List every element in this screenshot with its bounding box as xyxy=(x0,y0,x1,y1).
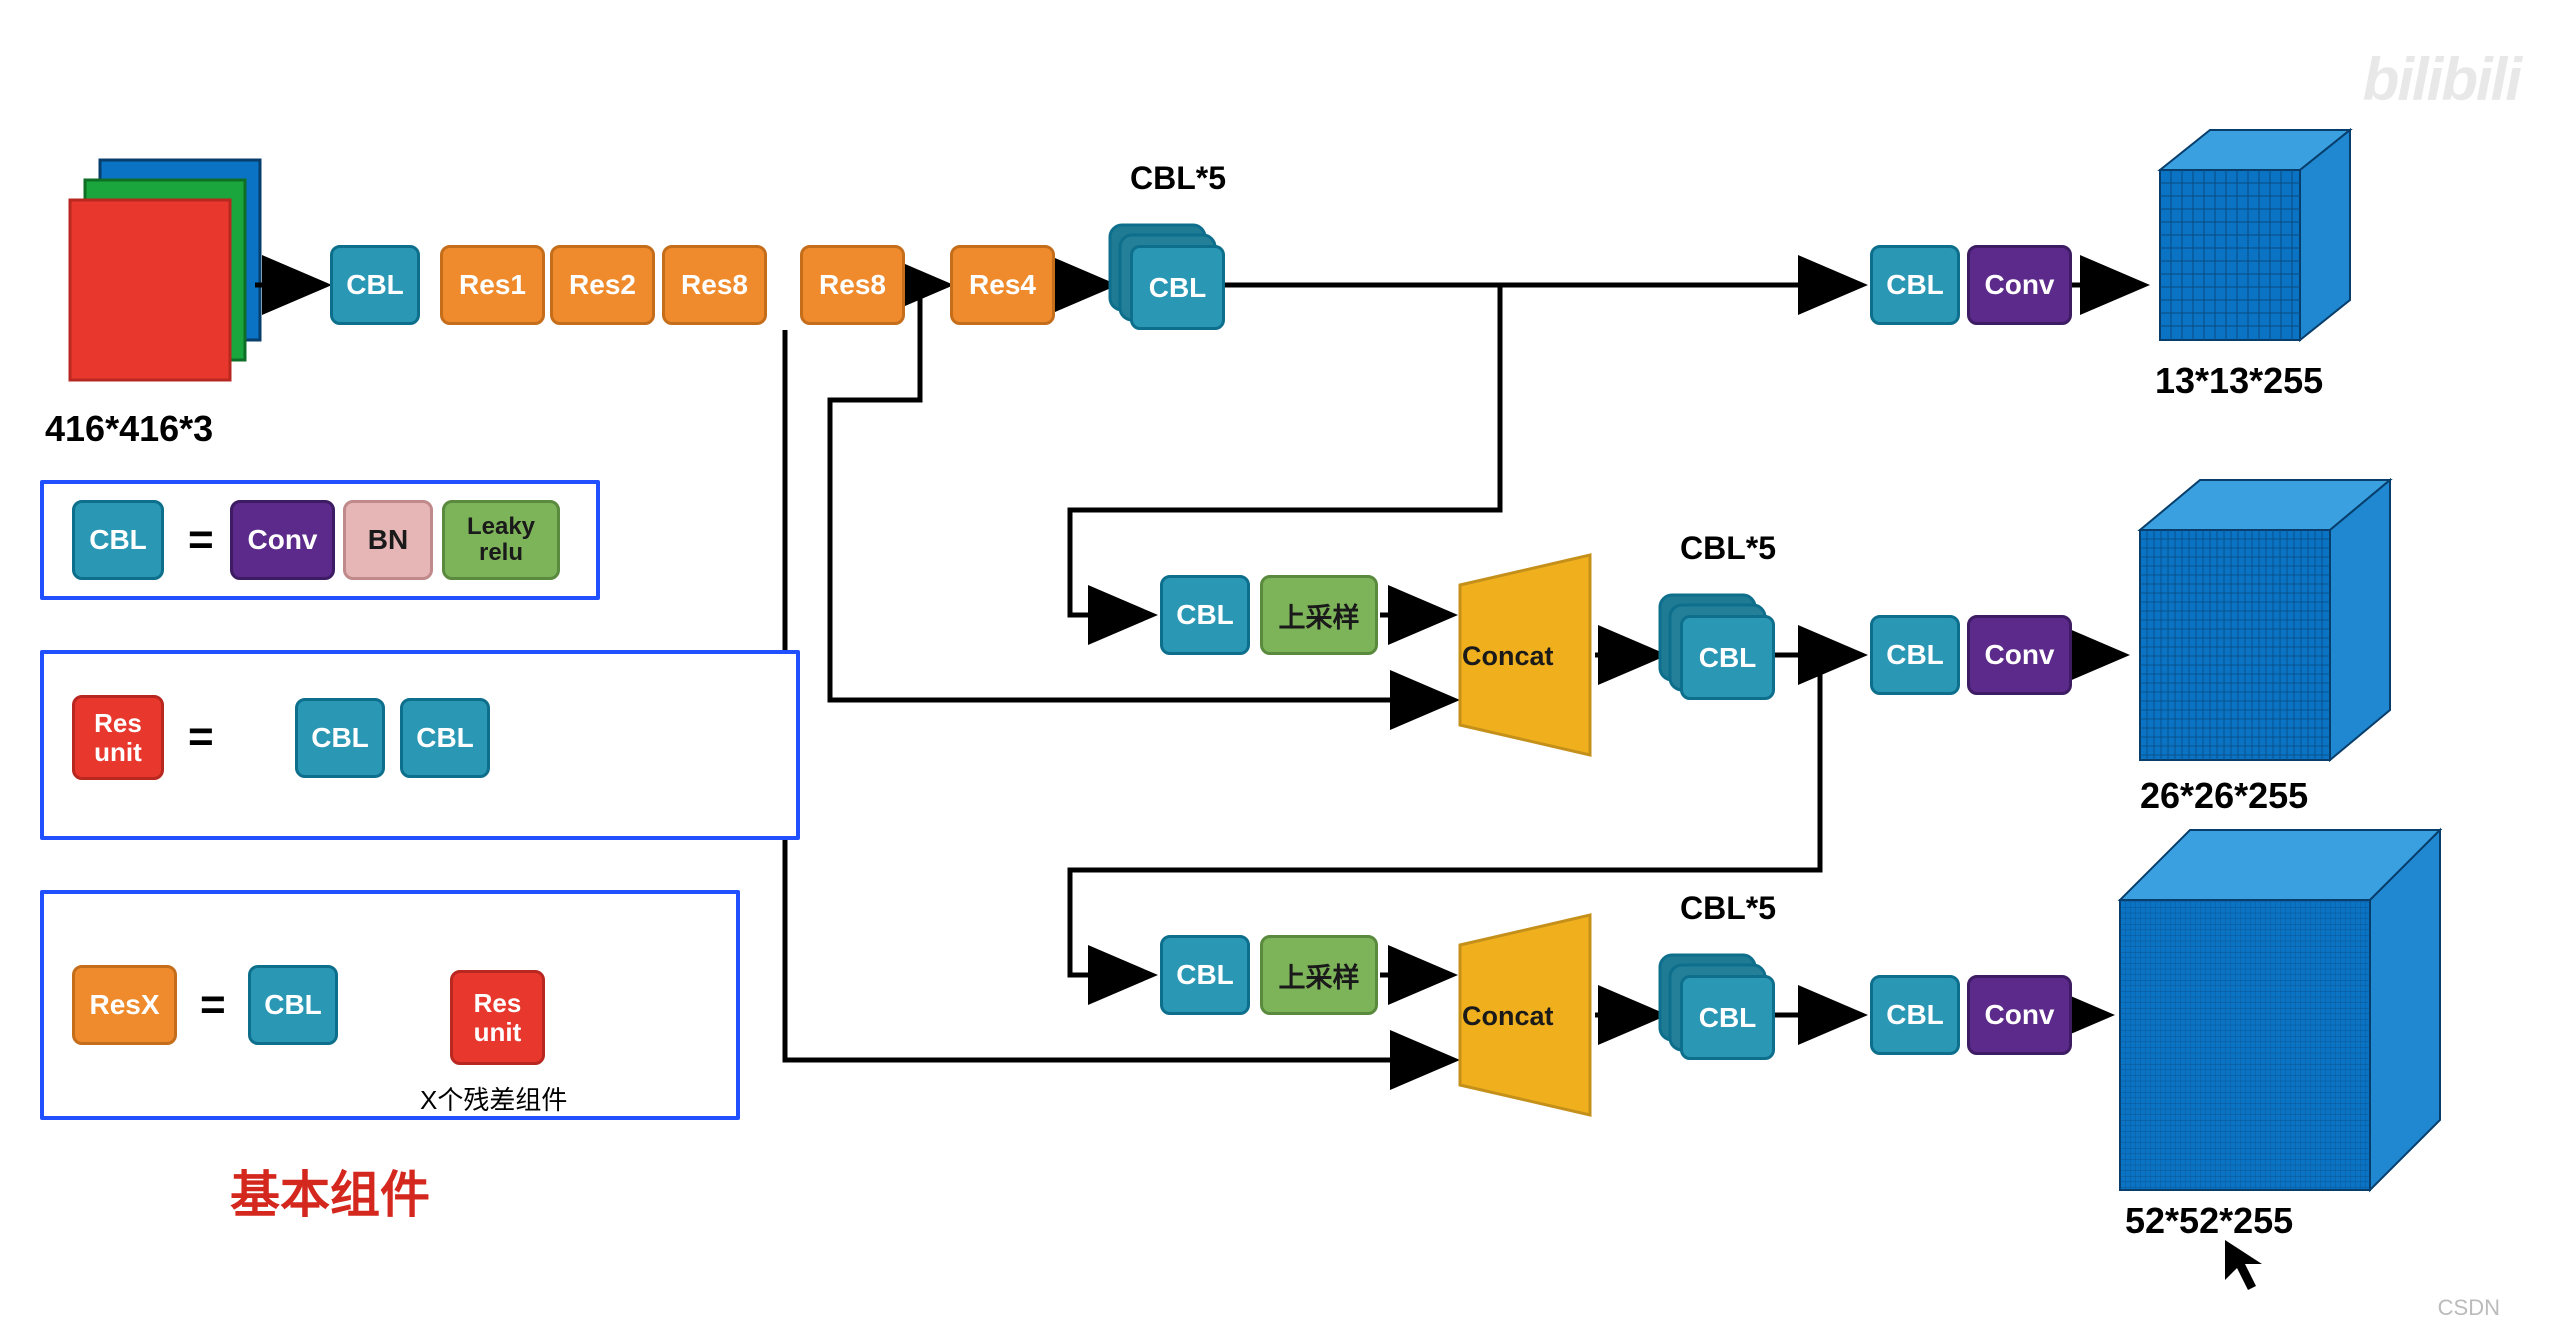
title-basic-components: 基本组件 xyxy=(230,1155,430,1227)
cube-13 xyxy=(2160,130,2350,340)
concat-bot: Concat xyxy=(1460,915,1590,1115)
res8b-block: Res8 xyxy=(800,245,905,325)
cbl5-top-label: CBL*5 xyxy=(1130,160,1226,197)
input-image-stack xyxy=(70,160,260,380)
cbl5-mid-label: CBL*5 xyxy=(1680,530,1776,567)
legend-resx-resunit: Res unit xyxy=(450,970,545,1065)
legend-resunit-eq: = xyxy=(188,712,214,762)
legend-resx-eq: = xyxy=(200,980,226,1030)
legend-conv: Conv xyxy=(230,500,335,580)
legend-resx-cbl: CBL xyxy=(248,965,338,1045)
upsample-bot: 上采样 xyxy=(1260,935,1378,1015)
cbl-out-mid: CBL xyxy=(1870,615,1960,695)
cbl-up-mid: CBL xyxy=(1160,575,1250,655)
dim-input: 416*416*3 xyxy=(45,408,213,450)
cbl-out-bot: CBL xyxy=(1870,975,1960,1055)
cbl5-mid-block: CBL xyxy=(1680,615,1775,700)
cbl-out-top: CBL xyxy=(1870,245,1960,325)
legend-resunit-cbl2: CBL xyxy=(400,698,490,778)
legend-cbl-left: CBL xyxy=(72,500,164,580)
dim-52: 52*52*255 xyxy=(2125,1200,2293,1242)
res2-block: Res2 xyxy=(550,245,655,325)
legend-resx-caption: X个残差组件 xyxy=(420,1080,567,1117)
cbl-up-bot: CBL xyxy=(1160,935,1250,1015)
cube-26 xyxy=(2140,480,2390,760)
watermark-bilibili: bilibili xyxy=(2363,45,2520,114)
upsample-mid: 上采样 xyxy=(1260,575,1378,655)
cbl-block-0: CBL xyxy=(330,245,420,325)
dim-26: 26*26*255 xyxy=(2140,775,2308,817)
res4-block: Res4 xyxy=(950,245,1055,325)
conv-out-mid: Conv xyxy=(1967,615,2072,695)
legend-bn: BN xyxy=(343,500,433,580)
res1-block: Res1 xyxy=(440,245,545,325)
legend-resunit-left: Res unit xyxy=(72,695,164,780)
dim-13: 13*13*255 xyxy=(2155,360,2323,402)
cbl5-bot-label: CBL*5 xyxy=(1680,890,1776,927)
watermark-csdn: CSDN xyxy=(2438,1295,2500,1321)
res8a-block: Res8 xyxy=(662,245,767,325)
legend-resx-left: ResX xyxy=(72,965,177,1045)
legend-leaky: Leaky relu xyxy=(442,500,560,580)
svg-text:Concat: Concat xyxy=(1462,641,1554,671)
cbl5-top-block: CBL xyxy=(1130,245,1225,330)
legend-cbl-eq: = xyxy=(188,515,214,565)
concat-mid: Concat xyxy=(1460,555,1590,755)
conv-out-bot: Conv xyxy=(1967,975,2072,1055)
cbl5-bot-block: CBL xyxy=(1680,975,1775,1060)
legend-resunit-cbl1: CBL xyxy=(295,698,385,778)
cube-52 xyxy=(2120,830,2440,1190)
conv-out-top: Conv xyxy=(1967,245,2072,325)
svg-text:Concat: Concat xyxy=(1462,1001,1554,1031)
